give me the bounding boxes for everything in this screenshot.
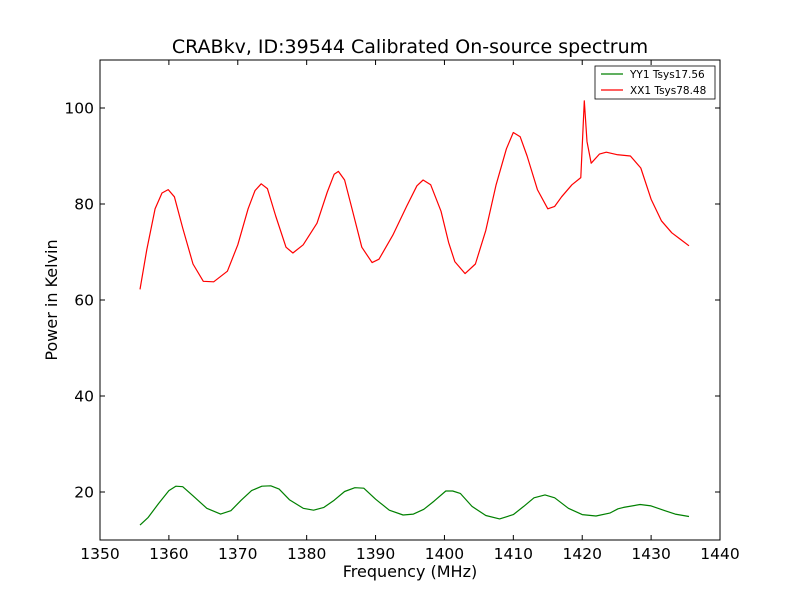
x-axis-label: Frequency (MHz) xyxy=(343,562,477,581)
x-axis-ticks: 1350 1360 1370 1380 1390 1400 1410 1420 1430 1440 xyxy=(80,60,740,563)
y-tick-label: 60 xyxy=(74,292,94,310)
x-tick-label: 1350 xyxy=(80,545,119,563)
series-line-yy1 xyxy=(139,485,690,526)
y-tick-label: 80 xyxy=(74,196,94,214)
x-tick-label: 1370 xyxy=(218,545,257,563)
x-tick-label: 1380 xyxy=(287,545,326,563)
y-tick-label: 40 xyxy=(74,388,94,406)
y-tick-label: 100 xyxy=(64,100,94,118)
x-tick-label: 1390 xyxy=(356,545,395,563)
chart-title: CRABkv, ID:39544 Calibrated On-source sp… xyxy=(172,36,648,58)
series-line-xx1 xyxy=(139,100,690,290)
series-layer xyxy=(139,100,690,526)
legend-label-yy1: YY1 Tsys17.56 xyxy=(629,69,705,81)
y-axis-ticks: 20 40 60 80 100 xyxy=(64,100,720,502)
x-tick-label: 1360 xyxy=(149,545,188,563)
x-tick-label: 1440 xyxy=(700,545,739,563)
x-tick-label: 1420 xyxy=(562,545,601,563)
y-axis-label: Power in Kelvin xyxy=(42,239,61,360)
x-tick-label: 1430 xyxy=(631,545,670,563)
legend-label-xx1: XX1 Tsys78.48 xyxy=(630,85,706,97)
legend-box xyxy=(594,65,716,100)
y-tick-label: 20 xyxy=(74,484,94,502)
x-tick-label: 1410 xyxy=(494,545,533,563)
x-tick-label: 1400 xyxy=(425,545,464,563)
legend: YY1 Tsys17.56 XX1 Tsys78.48 xyxy=(594,65,716,100)
